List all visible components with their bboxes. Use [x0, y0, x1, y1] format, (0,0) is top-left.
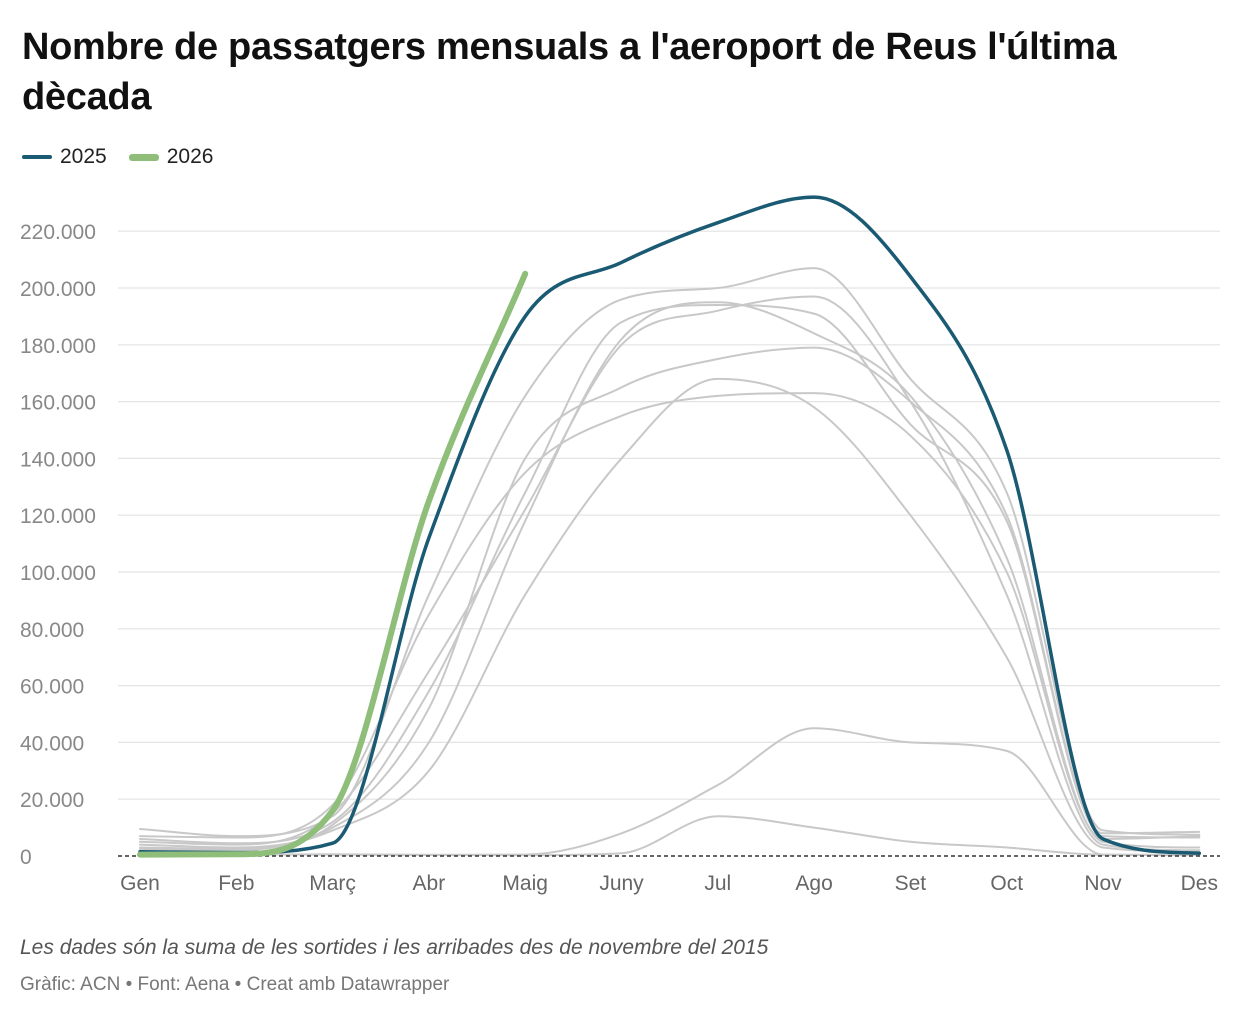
background-series-line-5	[139, 377, 1201, 853]
highlight-series-lines	[137, 195, 1202, 858]
legend-swatch-2025	[22, 155, 52, 159]
y-tick-label-60000: 60.000	[20, 676, 84, 699]
y-tick-label-20000: 20.000	[20, 789, 84, 812]
chart-title: Nombre de passatgers mensuals a l'aeropo…	[22, 26, 1117, 118]
x-tick-label-2: Març	[309, 872, 356, 895]
chart-notes: Les dades són la suma de les sortides i …	[20, 936, 769, 959]
x-tick-label-3: Abr	[413, 872, 446, 895]
series-line-2026	[137, 270, 529, 858]
background-series-line-3	[139, 346, 1201, 850]
y-tick-label-160000: 160.000	[20, 392, 96, 415]
y-axis-tick-labels: 0 20.000 40.000 60.000 80.000 100.000 120.000 1…	[20, 221, 96, 869]
gridlines	[118, 230, 1220, 800]
line-chart: 0 20.000 40.000 60.000 80.000 100.000 120.000 1…	[20, 195, 1220, 895]
y-tick-label-180000: 180.000	[20, 335, 96, 358]
x-tick-label-1: Feb	[218, 872, 254, 895]
y-tick-label-0: 0	[20, 846, 32, 869]
x-tick-label-6: Jul	[704, 872, 731, 895]
y-tick-label-80000: 80.000	[20, 619, 84, 642]
background-series-lines	[139, 267, 1201, 857]
background-series-line-1	[139, 304, 1201, 845]
x-tick-label-0: Gen	[120, 872, 160, 895]
y-tick-label-100000: 100.000	[20, 562, 96, 585]
legend-label-2025: 2025	[60, 145, 107, 168]
y-tick-label-200000: 200.000	[20, 278, 96, 301]
legend-item-2025: 2025	[22, 145, 107, 169]
x-axis-tick-labels: Gen Feb Març Abr Maig Juny Jul Ago Set Oct Nov Des	[120, 872, 1218, 895]
y-tick-label-120000: 120.000	[20, 505, 96, 528]
background-series-line-4	[139, 392, 1201, 840]
legend: 2025 2026	[22, 143, 235, 171]
legend-label-2026: 2026	[166, 145, 214, 168]
y-tick-label-40000: 40.000	[20, 732, 84, 755]
x-tick-label-11: Des	[1181, 872, 1218, 895]
chart-credits: Gràfic: ACN • Font: Aena • Creat amb Dat…	[20, 974, 450, 995]
x-tick-label-4: Maig	[502, 872, 548, 895]
y-tick-label-140000: 140.000	[20, 448, 96, 471]
background-series-line-8	[139, 815, 1201, 857]
x-tick-label-5: Juny	[599, 872, 644, 895]
background-series-line-0	[139, 267, 1201, 838]
legend-item-2026: 2026	[128, 145, 214, 169]
legend-swatch-2026	[128, 153, 159, 161]
background-series-line-6	[139, 295, 1201, 852]
x-tick-label-8: Set	[895, 872, 927, 895]
x-tick-label-7: Ago	[795, 872, 832, 895]
y-tick-label-220000: 220.000	[20, 221, 96, 244]
series-line-2025	[138, 195, 1202, 855]
x-tick-label-9: Oct	[990, 872, 1023, 895]
x-tick-label-10: Nov	[1084, 872, 1122, 895]
background-series-line-2	[139, 301, 1201, 849]
